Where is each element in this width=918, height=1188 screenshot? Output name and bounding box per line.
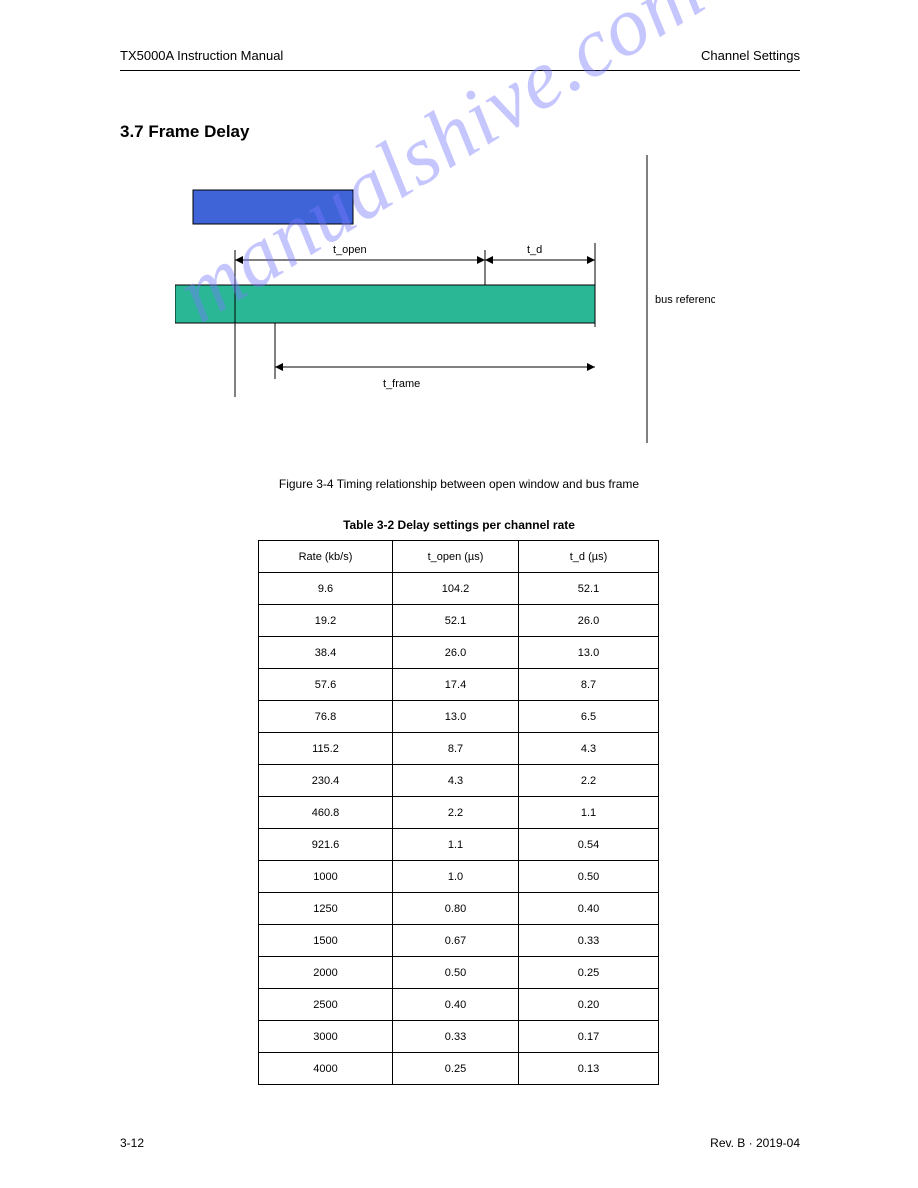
table-row: 40000.250.13	[259, 1053, 659, 1085]
table-cell: 0.54	[519, 829, 659, 861]
table-row: 460.82.21.1	[259, 797, 659, 829]
table-cell: 19.2	[259, 605, 393, 637]
table-cell: 4000	[259, 1053, 393, 1085]
table-cell: 0.25	[393, 1053, 519, 1085]
table-cell: 0.33	[393, 1021, 519, 1053]
table-row: 38.426.013.0	[259, 637, 659, 669]
table-header-cell: Rate (kb/s)	[259, 541, 393, 573]
figure-caption: Figure 3-4 Timing relationship between o…	[0, 477, 918, 491]
table-cell: 0.25	[519, 957, 659, 989]
table-cell: 6.5	[519, 701, 659, 733]
table-cell: 38.4	[259, 637, 393, 669]
table-title: Table 3-2 Delay settings per channel rat…	[0, 518, 918, 532]
table-cell: 13.0	[519, 637, 659, 669]
table-cell: 115.2	[259, 733, 393, 765]
table-cell: 1250	[259, 893, 393, 925]
table-row: 25000.400.20	[259, 989, 659, 1021]
table-row: 20000.500.25	[259, 957, 659, 989]
table-row: 230.44.32.2	[259, 765, 659, 797]
table-cell: 2000	[259, 957, 393, 989]
table-cell: 57.6	[259, 669, 393, 701]
header-right: Channel Settings	[701, 48, 800, 63]
table-cell: 0.20	[519, 989, 659, 1021]
table-cell: 26.0	[393, 637, 519, 669]
table-cell: 0.13	[519, 1053, 659, 1085]
table-cell: 0.40	[393, 989, 519, 1021]
table-cell: 52.1	[393, 605, 519, 637]
table-row: 57.617.48.7	[259, 669, 659, 701]
table-row: 76.813.06.5	[259, 701, 659, 733]
header-left: TX5000A Instruction Manual	[120, 48, 283, 63]
table-cell: 0.50	[519, 861, 659, 893]
table-cell: 0.33	[519, 925, 659, 957]
table-cell: 2.2	[519, 765, 659, 797]
table-cell: 76.8	[259, 701, 393, 733]
table-cell: 13.0	[393, 701, 519, 733]
section-title: 3.7 Frame Delay	[120, 122, 249, 142]
table-cell: 1.1	[519, 797, 659, 829]
table-row: 30000.330.17	[259, 1021, 659, 1053]
table-cell: 4.3	[519, 733, 659, 765]
table-cell: 460.8	[259, 797, 393, 829]
timing-diagram: t_open t_d t_frame bus reference	[175, 155, 715, 455]
table-cell: 52.1	[519, 573, 659, 605]
table-cell: 3000	[259, 1021, 393, 1053]
table-cell: 0.80	[393, 893, 519, 925]
table-cell: 4.3	[393, 765, 519, 797]
table-row: 115.28.74.3	[259, 733, 659, 765]
svg-text:t_open: t_open	[333, 244, 367, 256]
table-cell: 1.0	[393, 861, 519, 893]
table-cell: 2500	[259, 989, 393, 1021]
table-row: 15000.670.33	[259, 925, 659, 957]
table-cell: 9.6	[259, 573, 393, 605]
table-row: 921.61.10.54	[259, 829, 659, 861]
table-header-cell: t_d (µs)	[519, 541, 659, 573]
delay-table: Rate (kb/s)t_open (µs)t_d (µs) 9.6104.25…	[258, 540, 659, 1085]
header-rule	[120, 70, 800, 71]
table-row: 9.6104.252.1	[259, 573, 659, 605]
table-cell: 921.6	[259, 829, 393, 861]
table-cell: 0.17	[519, 1021, 659, 1053]
table-row: 19.252.126.0	[259, 605, 659, 637]
table-row: 12500.800.40	[259, 893, 659, 925]
table-cell: 0.50	[393, 957, 519, 989]
page: TX5000A Instruction Manual Channel Setti…	[0, 0, 918, 1188]
table-cell: 2.2	[393, 797, 519, 829]
svg-text:t_frame: t_frame	[383, 378, 420, 390]
table-cell: 1500	[259, 925, 393, 957]
table-cell: 0.67	[393, 925, 519, 957]
svg-text:t_d: t_d	[527, 244, 542, 256]
footer-page-number: 3-12	[120, 1136, 144, 1150]
table-header-cell: t_open (µs)	[393, 541, 519, 573]
table-row: 10001.00.50	[259, 861, 659, 893]
table-cell: 1000	[259, 861, 393, 893]
table-cell: 230.4	[259, 765, 393, 797]
table-cell: 8.7	[393, 733, 519, 765]
diagram-svg: t_open t_d t_frame bus reference	[175, 155, 715, 455]
svg-text:bus reference: bus reference	[655, 294, 715, 306]
table-cell: 17.4	[393, 669, 519, 701]
footer-revision: Rev. B · 2019-04	[710, 1136, 800, 1150]
table-cell: 8.7	[519, 669, 659, 701]
table-cell: 104.2	[393, 573, 519, 605]
table-cell: 26.0	[519, 605, 659, 637]
table-cell: 1.1	[393, 829, 519, 861]
table-cell: 0.40	[519, 893, 659, 925]
